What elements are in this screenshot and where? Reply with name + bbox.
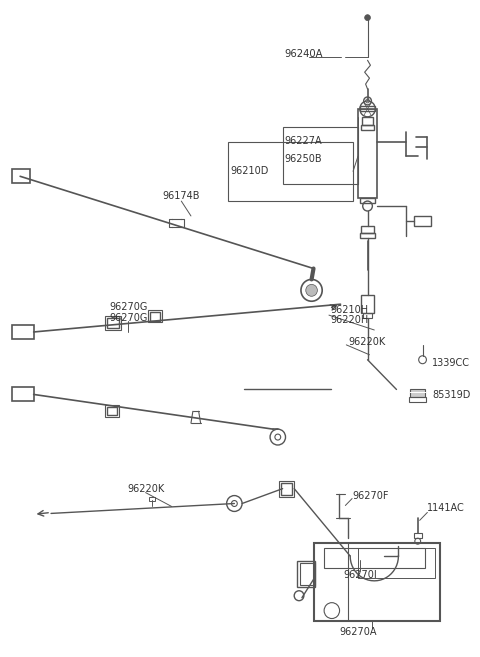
Circle shape — [306, 284, 317, 296]
Bar — [281, 483, 292, 495]
Text: 96270A: 96270A — [339, 627, 377, 637]
Bar — [362, 117, 373, 125]
Text: 96220K: 96220K — [127, 484, 164, 493]
Bar — [107, 407, 117, 415]
Bar — [297, 561, 315, 587]
Text: 96270I: 96270I — [343, 570, 377, 580]
Text: 96270G: 96270G — [109, 302, 147, 312]
Text: 96220H: 96220H — [331, 315, 369, 325]
Text: 1141AC: 1141AC — [427, 503, 465, 514]
Bar — [361, 295, 374, 313]
Bar — [105, 405, 119, 417]
Text: 96270G: 96270G — [109, 313, 147, 323]
Bar — [279, 481, 294, 497]
Bar — [361, 226, 374, 233]
Bar — [228, 142, 353, 201]
Bar — [149, 497, 155, 501]
Bar — [361, 125, 374, 129]
Bar — [363, 313, 372, 318]
Text: 96240A: 96240A — [285, 49, 323, 59]
Bar — [283, 127, 358, 184]
Bar — [409, 397, 426, 402]
Text: 85319D: 85319D — [432, 390, 470, 400]
Bar — [12, 170, 30, 183]
Bar — [358, 548, 435, 578]
Circle shape — [365, 14, 371, 20]
Bar — [150, 312, 160, 321]
Bar — [358, 109, 377, 198]
Text: 96227A: 96227A — [285, 135, 322, 146]
Bar — [410, 390, 425, 397]
Bar — [414, 216, 431, 226]
Bar — [105, 316, 120, 330]
Bar — [107, 318, 119, 328]
Text: 96270F: 96270F — [352, 491, 389, 501]
Circle shape — [366, 99, 370, 103]
Bar — [12, 388, 34, 401]
Bar — [12, 325, 34, 339]
Bar — [360, 198, 375, 203]
Bar — [314, 543, 440, 620]
Bar — [324, 548, 425, 568]
Text: 96174B: 96174B — [163, 191, 200, 201]
Bar — [360, 106, 375, 111]
Text: 96210H: 96210H — [331, 305, 369, 315]
Text: 96250B: 96250B — [285, 154, 322, 164]
Bar — [148, 310, 162, 322]
Bar — [360, 233, 375, 238]
Bar — [300, 563, 315, 585]
Text: 1339CC: 1339CC — [432, 357, 470, 368]
Text: 96210D: 96210D — [230, 166, 269, 176]
Text: 96220K: 96220K — [348, 337, 385, 347]
Bar — [414, 533, 421, 538]
